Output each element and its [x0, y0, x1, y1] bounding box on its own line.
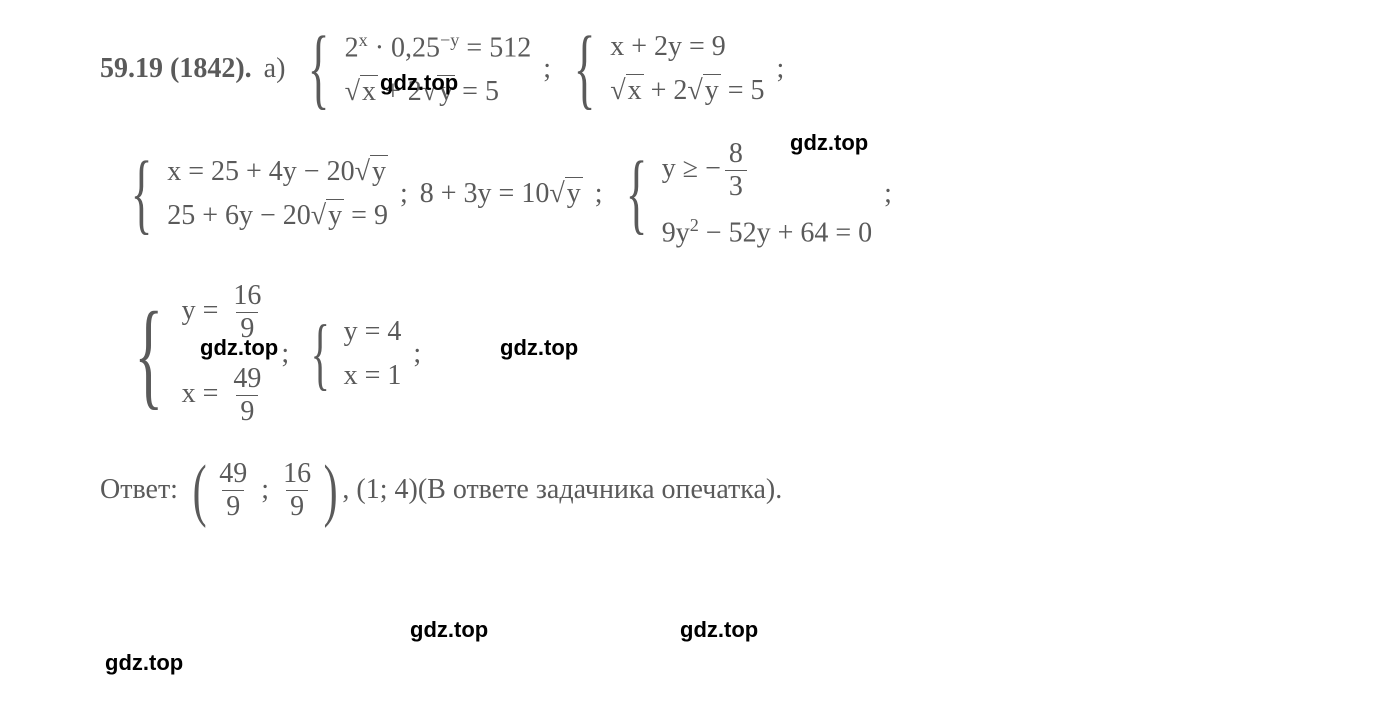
eq-text: − 52y + 64 = 0 — [699, 218, 872, 249]
watermark-text: gdz.top — [410, 617, 488, 643]
eq-text: 8 + 3y = 10 — [420, 178, 550, 209]
system-2: { x + 2y = 9 x + 2 y = 5 — [563, 31, 765, 107]
exponent: 2 — [690, 215, 699, 235]
eq-text: = 5 — [455, 76, 499, 107]
system-6-equations: y = 4 x = 1 — [344, 316, 402, 392]
eq-text: + 2 — [644, 75, 688, 106]
sqrt-icon: y — [311, 200, 344, 232]
paren-left: ( — [193, 466, 207, 515]
numerator: 16 — [229, 280, 265, 312]
equation: x = 25 + 4y − 20 y — [167, 156, 388, 188]
line-2: { x = 25 + 4y − 20y 25 + 6y − 20y = 9 ; … — [100, 138, 1284, 249]
watermark-text: gdz.top — [105, 650, 183, 676]
equation: x + 2 y = 5 — [610, 75, 764, 107]
denominator: 9 — [236, 395, 258, 428]
eq-text: = 512 — [459, 32, 531, 63]
sqrt-content: x — [626, 74, 644, 106]
equation: x = 1 — [344, 360, 402, 392]
fraction: 83 — [725, 138, 747, 203]
brace-left: { — [625, 167, 647, 221]
sqrt-content: y — [703, 74, 721, 106]
brace-left: { — [131, 167, 153, 221]
eq-text: x = — [182, 378, 226, 409]
answer-label: Ответ: — [100, 474, 178, 506]
equation: 25 + 6y − 20 y = 9 — [167, 200, 388, 232]
answer-note: (В ответе задачника опечатка). — [418, 474, 782, 506]
numerator: 8 — [725, 138, 747, 170]
sqrt-icon: y — [355, 156, 388, 188]
sqrt-icon: y — [549, 178, 582, 210]
answer-line: Ответ: ( 499 ; 169 ) , (1; 4) (В ответе … — [100, 458, 1284, 523]
exponent: −y — [440, 30, 459, 50]
separator: ; — [281, 338, 289, 370]
watermark-text: gdz.top — [380, 70, 458, 96]
numerator: 49 — [215, 458, 251, 490]
eq-text: = 9 — [344, 200, 388, 231]
numerator: 49 — [229, 363, 265, 395]
answer-point2: , (1; 4) — [342, 474, 417, 506]
eq-text: 25 + 6y − 20 — [167, 200, 311, 231]
equation: 9y2 − 52y + 64 = 0 — [662, 215, 872, 249]
denominator: 9 — [222, 490, 244, 523]
eq-text: · 0,25 — [368, 32, 440, 63]
math-content: 59.19 (1842). а) { 2x · 0,25−y = 512 x +… — [0, 0, 1384, 553]
system-3: { x = 25 + 4y − 20 y 25 + 6y − 20 y = 9 — [120, 156, 388, 232]
watermark-text: gdz.top — [790, 130, 868, 156]
sqrt-content: y — [565, 177, 583, 209]
equation: x + 2y = 9 — [610, 31, 764, 63]
denominator: 3 — [725, 170, 747, 203]
separator: ; — [413, 338, 421, 370]
sqrt-content: y — [326, 199, 344, 231]
watermark-text: gdz.top — [200, 335, 278, 361]
paren-right: ) — [324, 466, 338, 515]
fraction: 169 — [279, 458, 315, 523]
system-3-equations: x = 25 + 4y − 20 y 25 + 6y − 20 y = 9 — [167, 156, 388, 232]
numerator: 16 — [279, 458, 315, 490]
brace-left: { — [311, 330, 330, 378]
sqrt-icon: x — [610, 75, 643, 107]
separator: ; — [543, 53, 551, 85]
brace-left: { — [574, 42, 596, 96]
exponent: x — [359, 30, 368, 50]
brace-left: { — [134, 318, 163, 390]
separator: ; — [261, 474, 269, 506]
sqrt-icon: x — [345, 76, 378, 108]
eq-text: = 5 — [721, 75, 765, 106]
denominator: 9 — [286, 490, 308, 523]
eq-text: 9y — [662, 218, 690, 249]
line-1: 59.19 (1842). а) { 2x · 0,25−y = 512 x +… — [100, 30, 1284, 108]
separator: ; — [595, 178, 603, 210]
watermark-text: gdz.top — [680, 617, 758, 643]
equation: y = 4 — [344, 316, 402, 348]
part-label: а) — [264, 53, 286, 85]
equation-mid: 8 + 3y = 10 y — [420, 178, 583, 210]
equation: 2x · 0,25−y = 512 — [345, 30, 532, 64]
fraction: 499 — [229, 363, 265, 428]
problem-number: 59.19 (1842). — [100, 53, 252, 85]
system-2-equations: x + 2y = 9 x + 2 y = 5 — [610, 31, 764, 107]
separator: ; — [400, 178, 408, 210]
system-6: { y = 4 x = 1 — [301, 316, 401, 392]
eq-text: y = — [182, 295, 226, 326]
eq-text: 2 — [345, 32, 359, 63]
sqrt-content: x — [360, 75, 378, 107]
separator: ; — [884, 178, 892, 210]
watermark-text: gdz.top — [500, 335, 578, 361]
eq-text: y ≥ − — [662, 153, 721, 184]
equation: x = 499 — [182, 363, 270, 428]
fraction: 499 — [215, 458, 251, 523]
sqrt-content: y — [370, 155, 388, 187]
separator: ; — [777, 53, 785, 85]
eq-text: x = 25 + 4y − 20 — [167, 156, 354, 187]
sqrt-icon: y — [687, 75, 720, 107]
brace-left: { — [308, 42, 330, 96]
